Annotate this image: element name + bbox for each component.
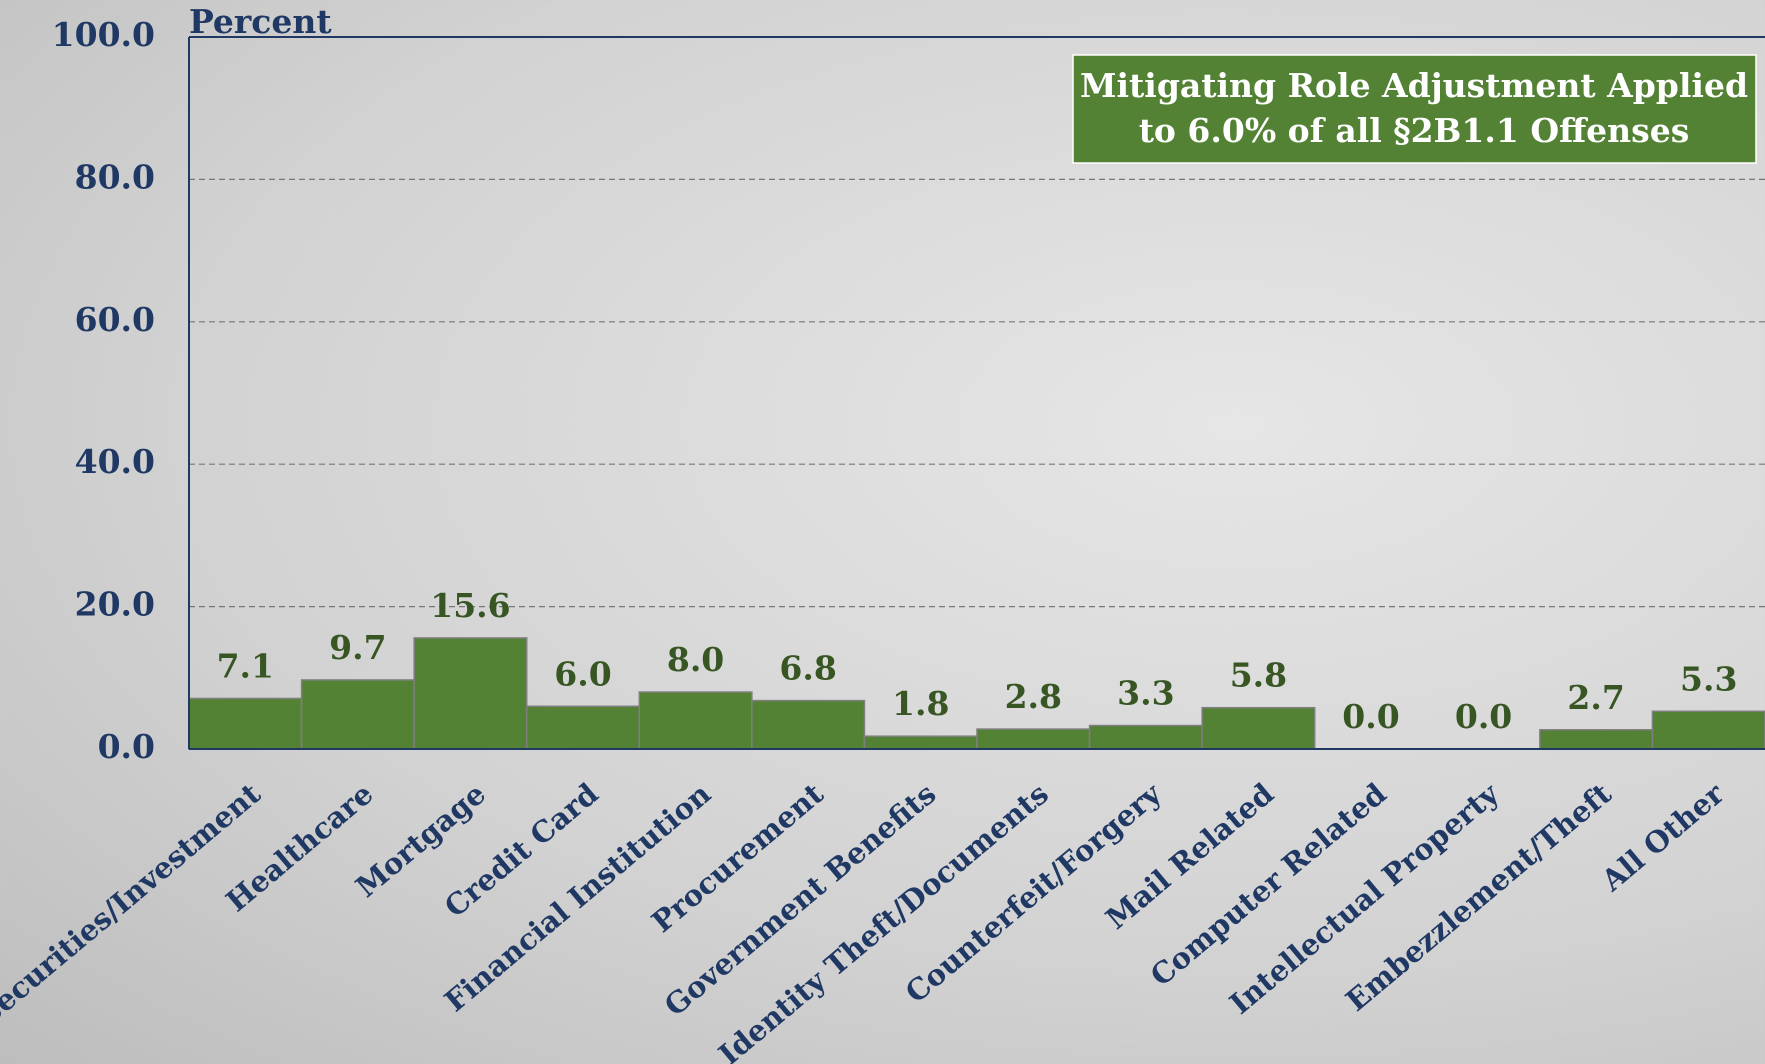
annotation-line: Mitigating Role Adjustment Applied (1080, 66, 1748, 105)
value-label: 7.1 (217, 646, 274, 685)
y-tick-label: 0.0 (98, 727, 155, 766)
bar (188, 697, 303, 750)
value-label: 5.3 (1680, 659, 1737, 698)
y-tick-label: 20.0 (75, 585, 155, 624)
bar (638, 691, 753, 750)
value-label: 5.8 (1230, 656, 1287, 695)
value-label: 0.0 (1455, 697, 1512, 736)
bar (300, 679, 415, 750)
y-tick-label: 100.0 (52, 15, 155, 54)
value-label: 6.0 (554, 654, 611, 693)
x-tick-label: All Other (1594, 776, 1731, 898)
value-label: 0.0 (1342, 697, 1399, 736)
annotation-box (1072, 54, 1757, 164)
value-label: 2.7 (1567, 678, 1624, 717)
bar (751, 699, 866, 750)
annotation-line: to 6.0% of all §2B1.1 Offenses (1139, 111, 1690, 150)
value-label: 8.0 (667, 640, 724, 679)
y-tick-label: 40.0 (75, 442, 155, 481)
bar (1088, 724, 1203, 750)
value-label: 15.6 (430, 586, 510, 625)
y-axis-label: Percent (189, 2, 332, 41)
bar (863, 735, 978, 750)
value-label: 2.8 (1005, 677, 1062, 716)
y-tick-label: 80.0 (75, 157, 155, 196)
value-label: 3.3 (1117, 674, 1174, 713)
bar (1651, 710, 1765, 750)
bar (976, 728, 1091, 750)
bar (525, 705, 641, 750)
bar (413, 637, 528, 750)
value-label: 6.8 (779, 649, 836, 688)
value-label: 1.8 (892, 684, 949, 723)
value-label: 9.7 (329, 628, 386, 667)
x-tick-label: Securities/Investment (0, 776, 267, 1032)
bar (1201, 706, 1316, 750)
y-tick-label: 60.0 (75, 300, 155, 339)
bar (1539, 729, 1654, 750)
